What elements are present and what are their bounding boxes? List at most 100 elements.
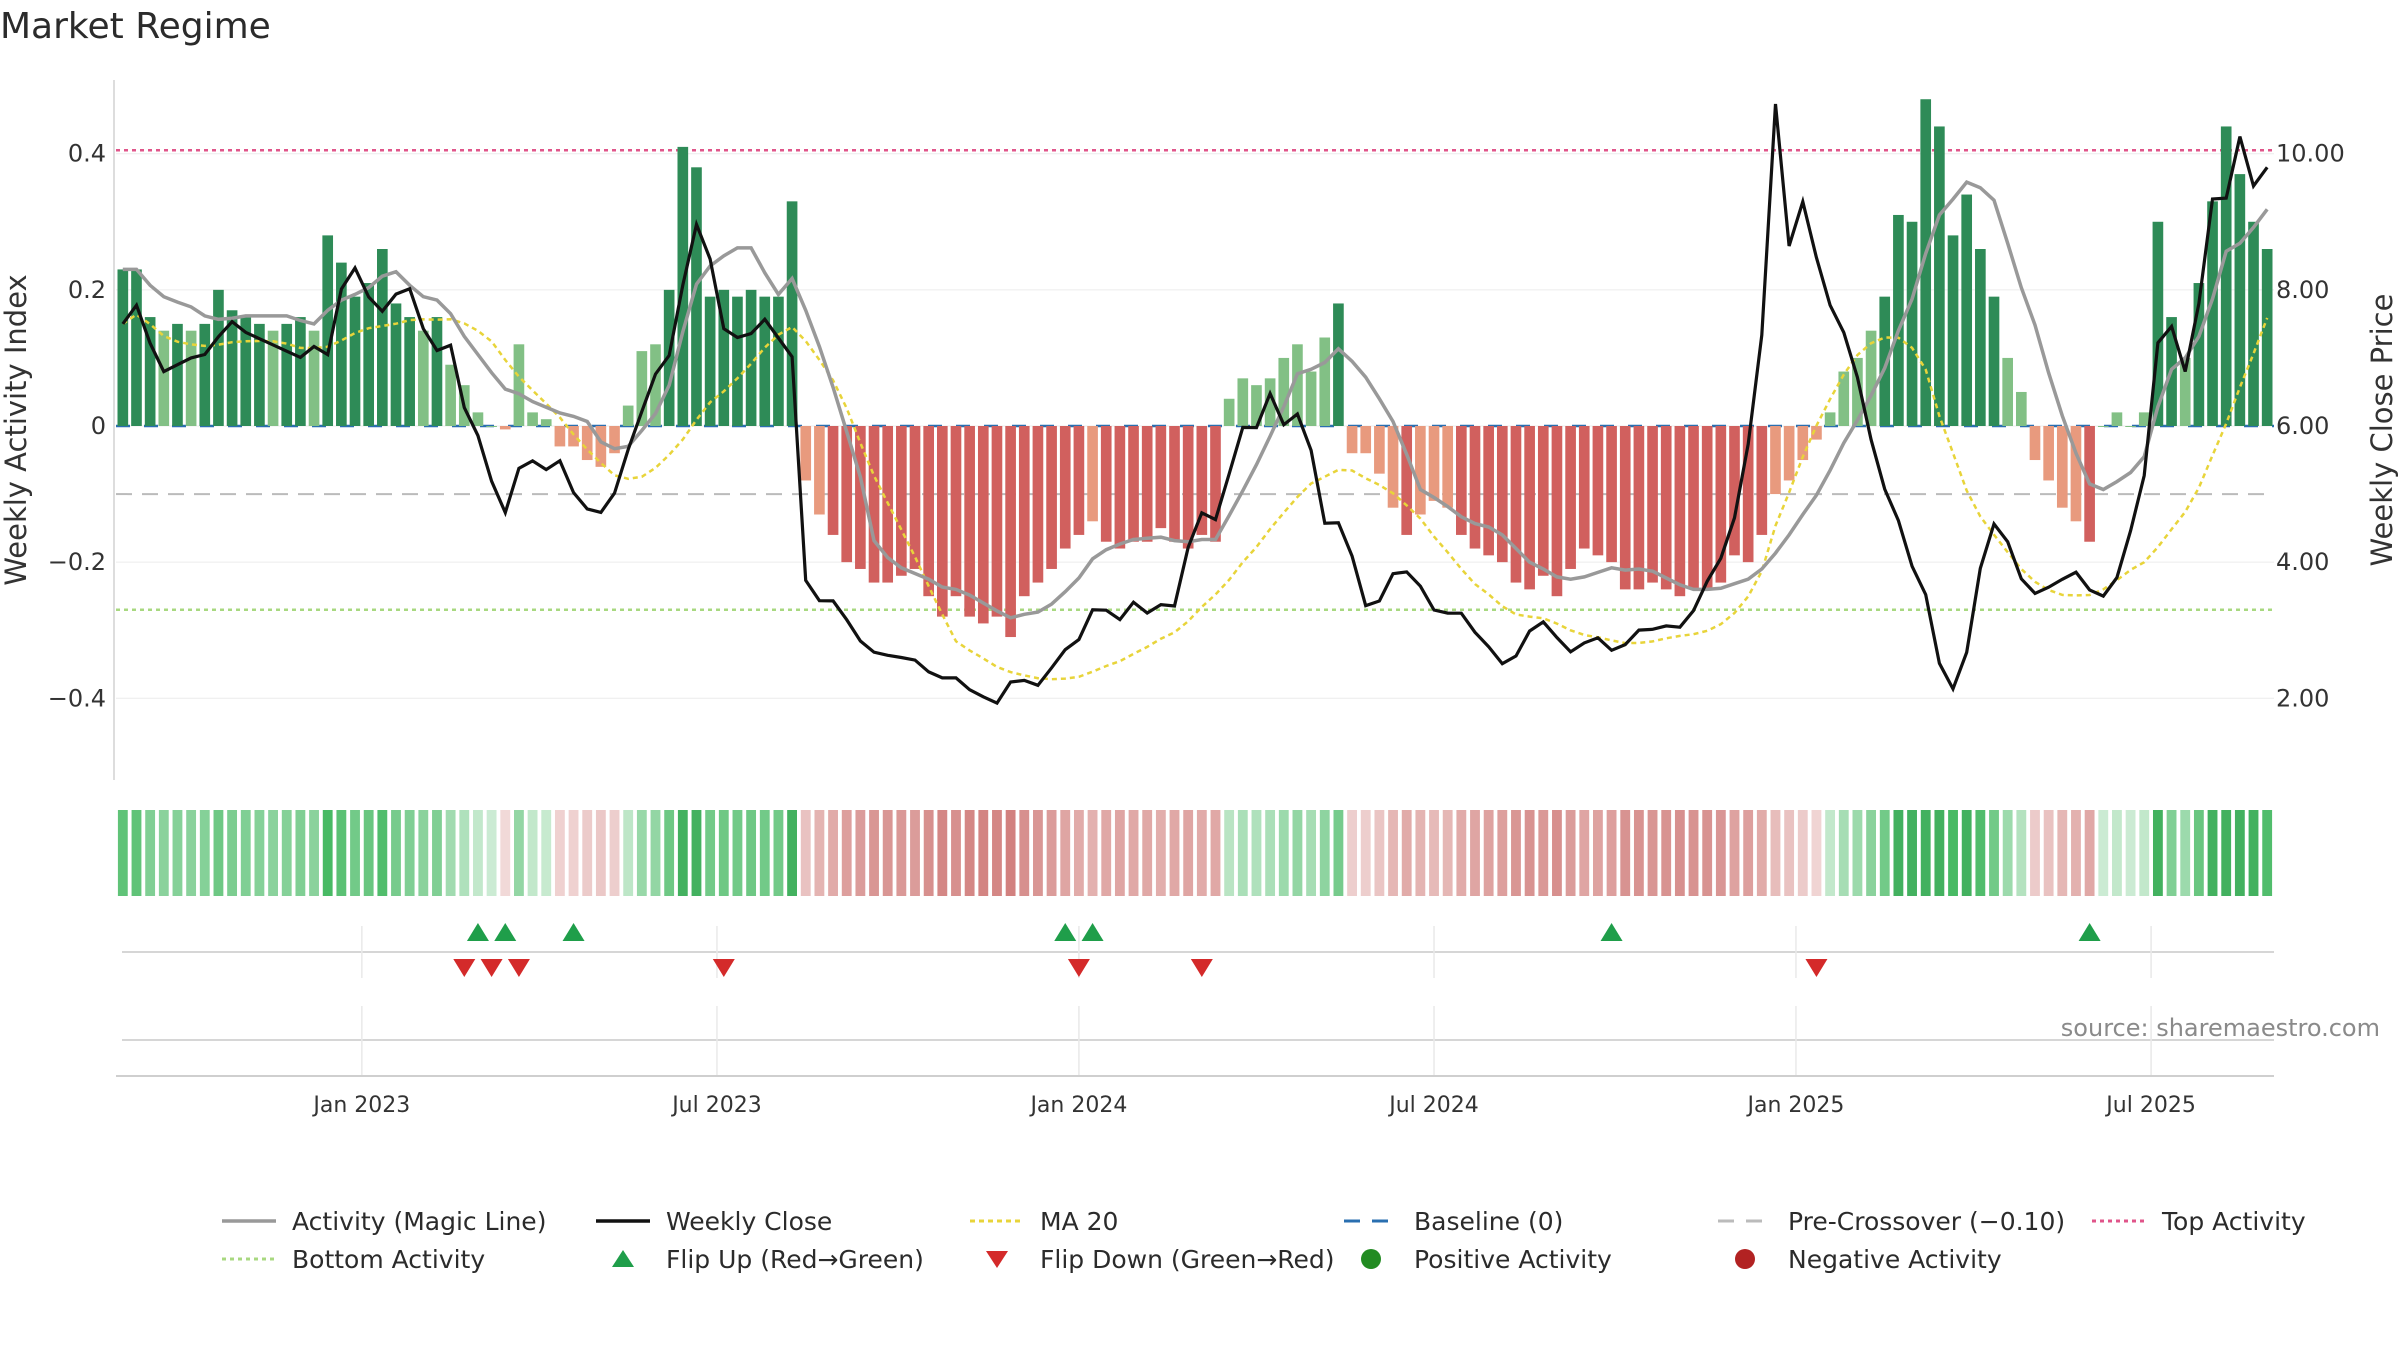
regime-cell	[1210, 810, 1221, 896]
regime-cell	[2221, 810, 2232, 896]
activity-bar	[1278, 357, 1290, 426]
flip-up-marker	[2078, 923, 2101, 941]
flip-down-marker	[1067, 959, 1090, 977]
activity-bar	[363, 283, 375, 426]
dot-red-icon	[1735, 1249, 1755, 1269]
regime-cell	[2180, 810, 2191, 896]
chart-title: Market Regime	[0, 6, 271, 47]
regime-cell	[1196, 810, 1207, 896]
regime-cell	[896, 810, 907, 896]
regime-cell	[1033, 810, 1043, 896]
left-tick-label: −0.4	[48, 684, 106, 712]
regime-cell	[855, 810, 866, 896]
x-tick-label: Jan 2025	[1746, 1093, 1845, 1118]
regime-cell	[1811, 810, 1822, 896]
activity-bar	[1059, 426, 1071, 549]
regime-cell	[1948, 810, 1958, 896]
flip-up-marker	[494, 923, 517, 941]
regime-cell	[554, 810, 565, 896]
regime-cell	[2166, 810, 2177, 896]
activity-bar	[2002, 357, 2013, 426]
activity-bar	[650, 344, 661, 426]
line-black-icon	[596, 1219, 650, 1223]
activity-bar	[745, 289, 757, 426]
regime-cell	[432, 810, 442, 896]
regime-cell	[1975, 810, 1986, 896]
activity-bar	[622, 405, 634, 426]
legend-item: Bottom Activity	[218, 1244, 592, 1274]
regime-cell	[1333, 810, 1344, 896]
activity-bar	[855, 426, 866, 569]
regime-cell	[1429, 810, 1439, 896]
activity-bar	[1210, 426, 1221, 542]
legend-label: Negative Activity	[1788, 1244, 2002, 1274]
regime-cell	[227, 810, 238, 896]
activity-bar	[1182, 426, 1194, 549]
activity-bar	[2125, 426, 2136, 427]
activity-bar	[1292, 344, 1303, 426]
legend-label: Top Activity	[2162, 1206, 2306, 1236]
regime-cell	[759, 810, 770, 896]
regime-cell	[131, 810, 142, 896]
legend-label: Flip Down (Green→Red)	[1040, 1244, 1335, 1274]
activity-bar	[800, 426, 812, 481]
line-dot-green-icon	[222, 1257, 276, 1261]
flip-down-marker	[1805, 959, 1828, 977]
activity-bar	[1824, 412, 1836, 426]
regime-cell	[514, 810, 524, 896]
activity-bar	[2248, 221, 2259, 426]
x-tick-label: Jan 2023	[311, 1093, 410, 1118]
activity-bar	[581, 426, 593, 461]
left-axis-label: Weekly Activity Index	[0, 274, 33, 585]
regime-cell	[828, 810, 838, 896]
activity-bar	[1387, 426, 1399, 508]
right-tick-label: 4.00	[2276, 548, 2329, 576]
regime-cell	[1661, 810, 1672, 896]
activity-bar	[991, 426, 1003, 617]
regime-cell	[2084, 810, 2095, 896]
regime-cell	[1879, 810, 1890, 896]
activity-bar	[254, 323, 265, 426]
flip-up-marker	[1054, 923, 1077, 941]
regime-cell	[1579, 810, 1590, 896]
activity-bar	[117, 269, 129, 426]
regime-cell	[650, 810, 661, 896]
regime-cell	[186, 810, 197, 896]
regime-cell	[787, 810, 797, 896]
regime-cell	[1961, 810, 1972, 896]
activity-bar	[1510, 426, 1522, 583]
regime-cell	[2139, 810, 2150, 896]
regime-cell	[1073, 810, 1084, 896]
activity-bar	[1128, 426, 1139, 542]
activity-bar	[1988, 296, 2000, 426]
activity-bar	[199, 323, 211, 426]
activity-bar	[2111, 412, 2123, 426]
activity-bar	[923, 426, 934, 597]
activity-bar	[1783, 426, 1795, 481]
regime-cell	[459, 810, 470, 896]
activity-bar	[1770, 426, 1781, 495]
activity-bar	[2261, 249, 2273, 426]
regime-cell	[1292, 810, 1303, 896]
regime-cell	[1907, 810, 1917, 896]
magic-line	[122, 179, 2269, 620]
ma20-line	[122, 312, 2269, 681]
regime-cell	[978, 810, 989, 896]
activity-bar	[2043, 426, 2054, 481]
regime-cell	[117, 810, 128, 896]
activity-bar	[1565, 426, 1576, 569]
legend-item: Pre-Crossover (−0.10)	[1714, 1206, 2088, 1236]
activity-bar	[2029, 426, 2041, 461]
regime-cell	[1155, 810, 1166, 896]
regime-cell	[1142, 810, 1153, 896]
regime-cell	[623, 810, 634, 896]
regime-cell	[2207, 810, 2218, 896]
activity-bars	[117, 99, 2273, 638]
activity-bar	[1114, 426, 1126, 549]
activity-bar	[1920, 99, 1932, 426]
activity-bar	[527, 412, 538, 426]
regime-cell	[636, 810, 647, 896]
regime-cell	[1237, 810, 1248, 896]
regime-cell	[1565, 810, 1576, 896]
activity-bar	[1196, 426, 1208, 535]
